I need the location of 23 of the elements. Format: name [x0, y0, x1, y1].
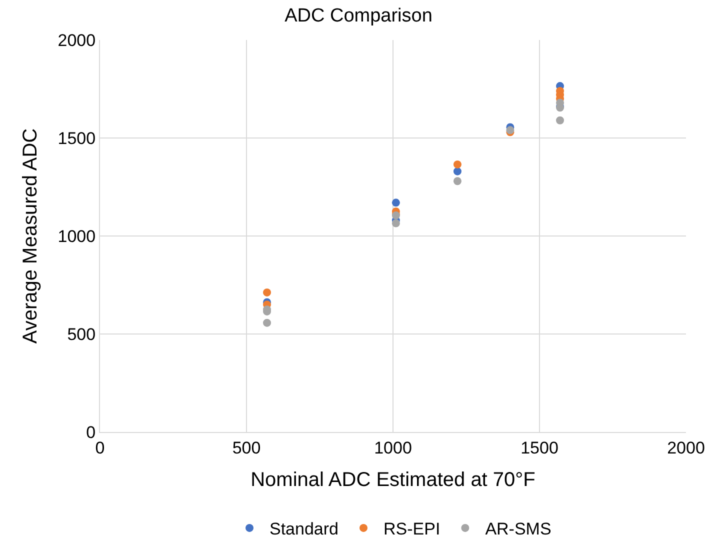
legend-label: Standard — [270, 520, 338, 539]
x-tick-label: 500 — [232, 438, 261, 458]
y-tick-label: 2000 — [58, 30, 96, 50]
x-tick-label: 1000 — [374, 438, 412, 458]
point — [392, 198, 400, 207]
y-tick-label: 1000 — [58, 226, 96, 246]
point — [263, 318, 272, 327]
point — [453, 177, 462, 186]
point — [453, 160, 462, 168]
x-axis-title: Nominal ADC Estimated at 70°F — [250, 468, 536, 491]
legend-label: AR-SMS — [485, 520, 552, 539]
chart-title: ADC Comparison — [284, 6, 432, 27]
point — [263, 288, 272, 296]
point — [453, 167, 462, 176]
y-tick-label: 1500 — [58, 128, 96, 148]
legend-label: RS-EPI — [384, 520, 440, 539]
x-tick-label: 2000 — [667, 438, 705, 458]
y-axis-title: Average Measured ADC — [19, 128, 42, 344]
y-tick-label: 0 — [86, 422, 96, 442]
y-tick-label: 500 — [67, 324, 96, 344]
x-tick-label: 1500 — [520, 438, 558, 458]
point — [556, 116, 564, 124]
point — [392, 219, 400, 228]
